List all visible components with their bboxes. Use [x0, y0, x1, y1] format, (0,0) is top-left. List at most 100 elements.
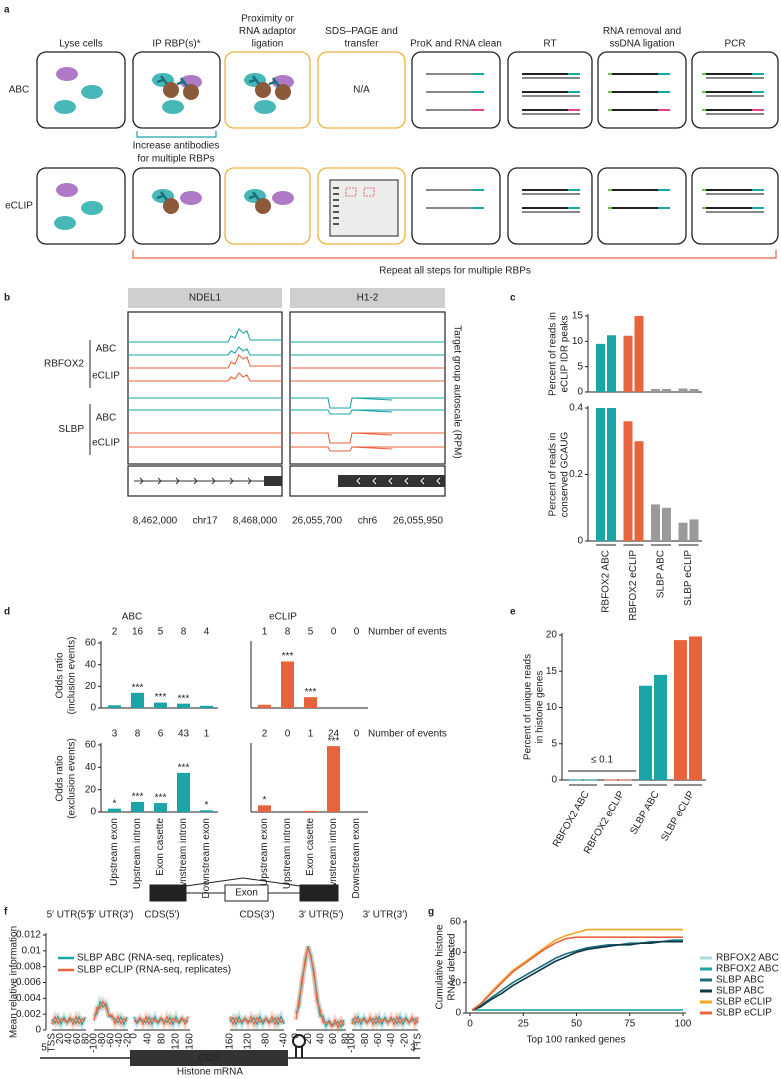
step-box: [224, 51, 311, 129]
note: Increase antibodies: [133, 141, 220, 152]
y-axis-label: Odds ratio: [55, 755, 66, 802]
bar: [623, 421, 633, 541]
bar: [108, 808, 121, 812]
antibody-icon: [248, 75, 260, 85]
series-line: [471, 940, 683, 1011]
legend-label: RBFOX2 ABC: [716, 964, 779, 975]
strand-arrow: [175, 477, 180, 485]
x-tick-label: -20: [123, 1033, 134, 1048]
step-box: [691, 167, 779, 245]
splice-arc: [185, 877, 301, 887]
signal-trace: [51, 1015, 86, 1027]
diagram-label: CDS: [198, 1053, 219, 1064]
exon-box: [299, 884, 339, 902]
series-line: [471, 936, 683, 1011]
bead-icon: [275, 84, 291, 100]
strand-arrow: [139, 477, 144, 485]
track-frame: [127, 311, 283, 465]
step-header: IP RBP(s)*: [152, 39, 200, 50]
strand-arrow: [420, 477, 425, 485]
x-tick-label: -120: [243, 1033, 254, 1053]
gene-name: NDEL1: [189, 293, 222, 304]
axis-label: Target group autoscale (RPM): [451, 325, 462, 458]
x-tick-label: SLBP eCLIP: [683, 550, 694, 606]
rbp-icon: [54, 100, 76, 114]
x-tick-label: 75: [624, 1019, 636, 1030]
gene-name: H1-2: [357, 293, 379, 304]
step-illustration: [426, 189, 484, 209]
x-axis-label: Top 100 ranked genes: [527, 1035, 626, 1046]
step-header: Lyse cells: [59, 39, 103, 50]
significance: ***: [155, 692, 167, 703]
bead-icon: [183, 84, 199, 100]
y-axis-label: Mean relative information: [9, 926, 20, 1038]
step-box: [317, 51, 406, 129]
step-header: PCR: [724, 39, 745, 50]
bead-icon: [255, 198, 271, 214]
genomic-coordinate: chr17: [192, 516, 217, 527]
significance: *: [263, 795, 267, 806]
x-tick-label: 80: [341, 1033, 352, 1045]
diagram-label: 5′: [41, 1043, 49, 1054]
x-tick-label: SLBP ABC: [656, 550, 667, 598]
event-count: 0: [354, 729, 360, 740]
rbp-icon: [81, 85, 103, 99]
bar: [108, 705, 121, 708]
x-tick-label: -100: [89, 1033, 100, 1053]
bar: [619, 779, 632, 781]
row-label: ABC: [9, 85, 30, 96]
y-tick-label: 10: [572, 336, 584, 347]
bar: [131, 801, 144, 812]
legend-label: SLBP eCLIP: [716, 997, 772, 1008]
x-tick-label: Upstream intron: [132, 818, 143, 889]
x-tick-label: 80: [81, 1033, 92, 1045]
step-header: Proximity or: [241, 14, 294, 25]
y-axis-label: Odds ratio: [55, 652, 66, 699]
x-tick-label: 25: [518, 1019, 530, 1030]
x-tick-label: RBFOX2 ABC: [551, 789, 592, 849]
event-count: 1: [308, 729, 314, 740]
step-box: [691, 51, 779, 129]
cut-region: [345, 187, 357, 197]
x-tick-label: Upstream exon: [259, 818, 270, 886]
rbp-icon: [254, 100, 276, 114]
y-tick-label: 20: [85, 784, 97, 795]
panel-label: f: [4, 907, 8, 918]
y-axis-label: (exclusion events): [67, 738, 78, 819]
x-tick-label: SLBP eCLIP: [659, 789, 697, 843]
bar: [674, 640, 687, 780]
y-tick-label: 15: [572, 311, 584, 322]
step-box: [411, 167, 501, 245]
signal-trace: [229, 1014, 285, 1026]
x-tick-label: -40: [114, 1033, 125, 1048]
coverage-track: [290, 432, 445, 444]
genomic-coordinate: 8,468,000: [233, 516, 278, 527]
significance: ***: [282, 651, 294, 662]
rbp-icon: [56, 183, 78, 197]
region-label: 5′ UTR(5′): [47, 910, 92, 921]
track-frame: [289, 311, 446, 465]
significance: ***: [178, 763, 190, 774]
genomic-coordinate: 26,055,700: [292, 516, 342, 527]
rbp-icon: [180, 191, 202, 205]
annotation: ≤ 0.1: [591, 755, 614, 766]
event-count: 8: [135, 729, 141, 740]
y-tick-label: 40: [85, 762, 97, 773]
x-tick-label: RBFOX2 ABC: [601, 550, 612, 613]
bar: [596, 343, 605, 392]
rbp-icon: [272, 191, 294, 205]
region-label: CDS(5′): [144, 910, 179, 921]
step-box: [224, 167, 311, 245]
diagram-label: Histone mRNA: [177, 1067, 243, 1078]
bar: [200, 810, 213, 812]
bead-icon: [163, 198, 179, 214]
strand-arrow: [157, 477, 162, 485]
event-count: 4: [204, 627, 210, 638]
y-tick-label: 0: [455, 1008, 461, 1019]
bar: [281, 661, 294, 708]
step-header: RNA adaptor: [239, 26, 297, 37]
x-tick-label: Downstream intron: [328, 818, 339, 902]
coverage-track: [128, 372, 282, 382]
y-tick-label: 0.008: [16, 961, 41, 972]
legend-label: SLBP ABC (RNA-seq, replicates): [77, 953, 224, 964]
